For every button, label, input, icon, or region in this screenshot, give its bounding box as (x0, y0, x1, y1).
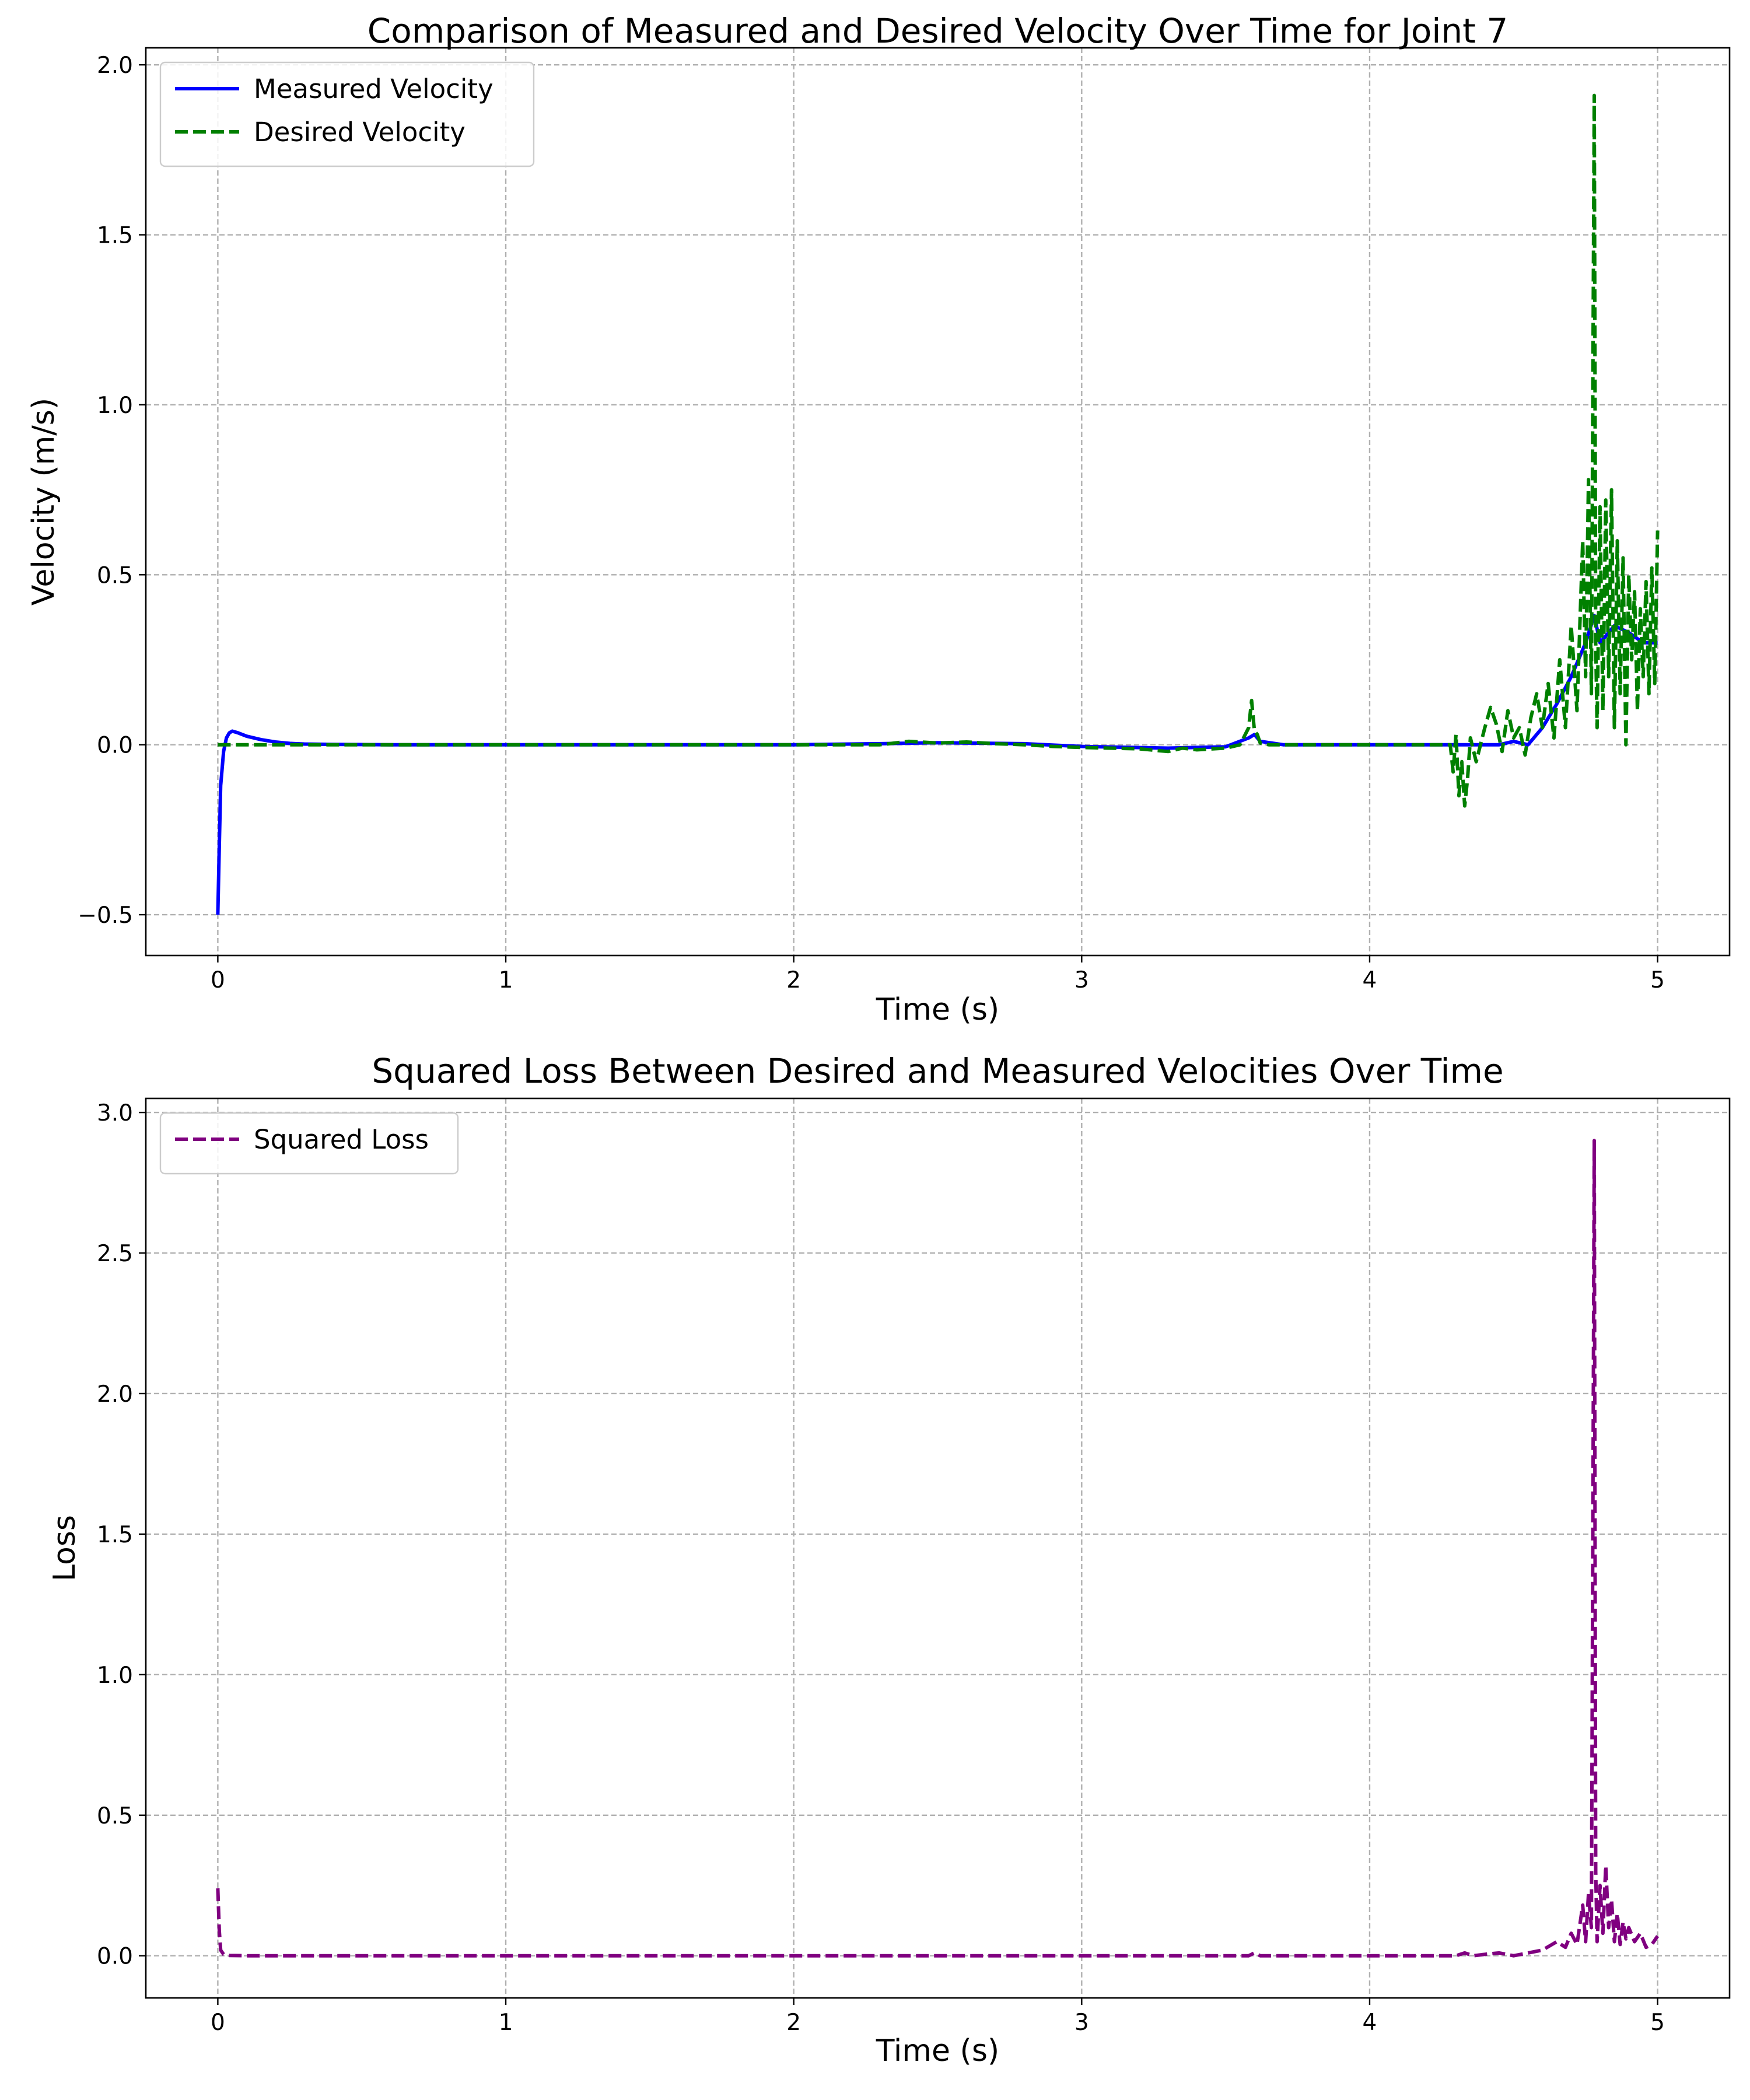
axes-frame (145, 1097, 1731, 1999)
y-tick-label: 2.5 (97, 1241, 133, 1267)
y-axis-label: Velocity (m/s) (26, 398, 61, 606)
y-tick-label: 3.0 (97, 1100, 133, 1126)
x-tick-label: 4 (1363, 2010, 1377, 2036)
x-tick-label: 5 (1650, 967, 1665, 993)
y-tick-label: 0.5 (97, 562, 133, 589)
legend-label: Squared Loss (254, 1124, 429, 1155)
y-tick-label: −0.5 (78, 902, 133, 929)
x-axis-label: Time (s) (876, 2034, 999, 2068)
y-tick-label: 0.0 (97, 1944, 133, 1970)
loss-chart: Squared Loss Between Desired and Measure… (47, 1051, 1731, 2068)
chart-title: Comparison of Measured and Desired Veloc… (368, 11, 1508, 51)
x-tick-label: 0 (211, 967, 225, 993)
legend: Measured Velocity Desired Velocity (159, 61, 535, 167)
y-tick-label: 1.5 (97, 1522, 133, 1548)
x-tick-label: 4 (1363, 967, 1377, 993)
x-tick-label: 2 (786, 2010, 801, 2036)
y-tick-label: 2.0 (97, 1381, 133, 1408)
x-tick-label: 1 (499, 2010, 513, 2036)
x-axis-label: Time (s) (876, 992, 999, 1027)
y-tick-label: 2.0 (97, 52, 133, 79)
x-tick-label: 3 (1074, 2010, 1089, 2036)
y-tick-label: 1.0 (97, 1662, 133, 1689)
legend-box (159, 1112, 459, 1175)
y-tick-label: 1.5 (97, 223, 133, 249)
axes-frame (145, 47, 1731, 957)
chart-title: Squared Loss Between Desired and Measure… (372, 1051, 1503, 1091)
y-tick-label: 0.5 (97, 1803, 133, 1829)
y-tick-label: 0.0 (97, 733, 133, 759)
y-tick-label: 1.0 (97, 393, 133, 419)
y-axis-label: Loss (47, 1515, 82, 1581)
x-tick-label: 5 (1650, 2010, 1665, 2036)
velocity-chart: Comparison of Measured and Desired Veloc… (26, 11, 1731, 1027)
legend-label: Desired Velocity (254, 117, 466, 148)
x-tick-label: 0 (211, 2010, 225, 2036)
x-tick-label: 1 (499, 967, 513, 993)
legend: Squared Loss (159, 1112, 459, 1175)
legend-label: Measured Velocity (254, 74, 494, 104)
series-line-squared-loss (216, 1139, 1660, 1958)
legend-box (159, 61, 535, 167)
x-tick-label: 2 (786, 967, 801, 993)
x-tick-label: 3 (1074, 967, 1089, 993)
series-line-desired-velocity (218, 93, 1660, 808)
